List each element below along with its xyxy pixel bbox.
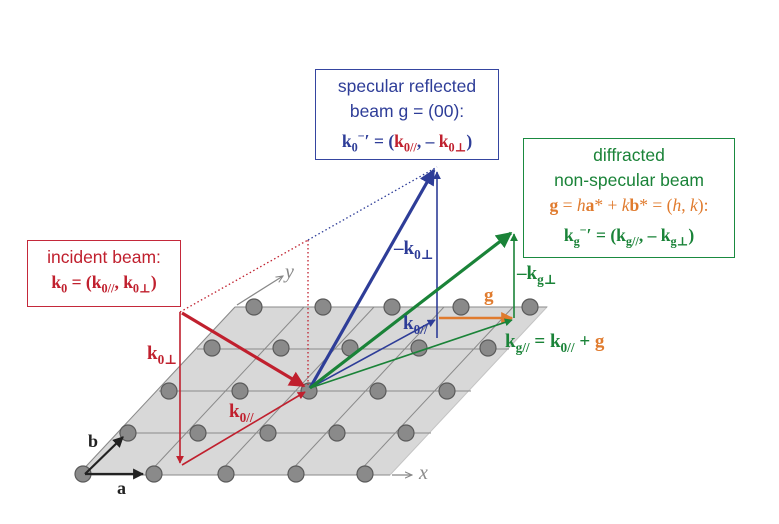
diffracted-line4: kg−′ = (kg//, – kg⊥): [563, 223, 695, 249]
basis-b-label: b: [88, 431, 99, 451]
incident-line1: incident beam:: [47, 247, 161, 267]
specular-line2: beam g = (00):: [349, 101, 465, 121]
k0-par-right-label: k0//: [403, 313, 428, 337]
incident-beam-arrow: [181, 311, 306, 388]
y-axis-arrow: [236, 276, 283, 306]
x-axis-label: x: [419, 462, 428, 484]
lattice-atoms: [74, 298, 539, 483]
specular-beam-box: specular reflected beam g = (00): k0−′ =…: [315, 69, 499, 160]
y-axis-label: y: [285, 261, 294, 283]
incident-line2: k0 = (k0//, k0⊥): [51, 272, 157, 296]
specular-line1: specular reflected: [337, 76, 477, 96]
minus-kg-perp-label: –kg⊥: [517, 263, 557, 287]
incident-beam-box: incident beam: k0 = (k0//, k0⊥): [27, 240, 181, 307]
diffracted-line1: diffracted: [593, 145, 665, 165]
g-label: g: [484, 285, 494, 306]
basis-vector-b: [84, 436, 124, 475]
basis-a-label: a: [117, 478, 126, 498]
minus-k0-perp-label: –k0⊥: [394, 238, 434, 262]
kg-equation-label: kg// = k0// + g: [505, 331, 605, 355]
specular-beam-arrow: [308, 168, 436, 389]
diffracted-line3: g = ha* + kb* = (h, k):: [549, 195, 709, 215]
k0-par-arrow-right: [309, 319, 436, 389]
diffracted-beam-box: diffracted non-specular beam g = ha* + k…: [523, 138, 735, 258]
k0-par-label: k0//: [229, 401, 254, 425]
diffracted-beam-arrow: [309, 231, 513, 390]
k0-par-arrow: [181, 391, 306, 466]
k0-symbol: k: [341, 130, 352, 151]
dotted-construction-red-top: [179, 239, 309, 313]
diffracted-line2: non-specular beam: [554, 170, 704, 190]
kg-par-arrow: [309, 318, 513, 389]
dotted-construction-blue: [307, 166, 438, 241]
k0-perp-label: k0⊥: [147, 343, 177, 367]
specular-line3: k0−′ = (k0//, – k0⊥): [341, 129, 473, 155]
